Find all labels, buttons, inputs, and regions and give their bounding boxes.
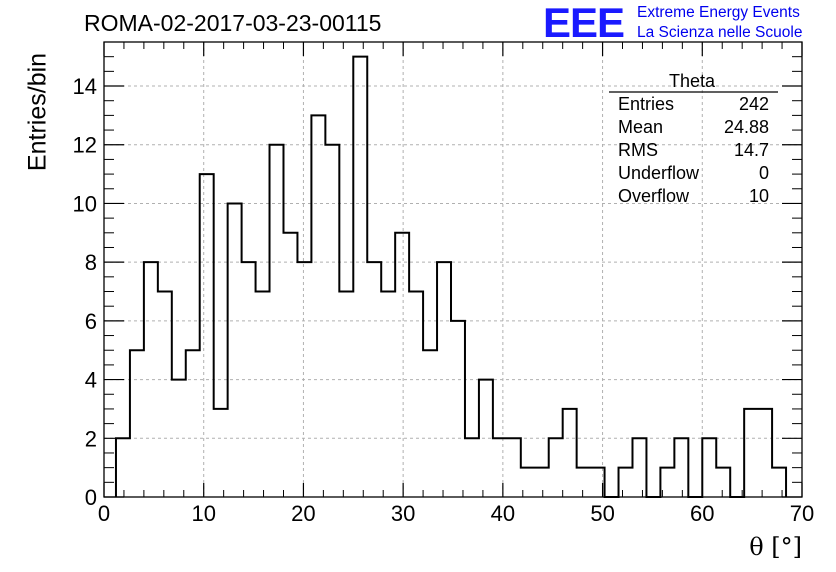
histogram-bin bbox=[395, 233, 409, 497]
histogram-bin bbox=[563, 409, 577, 497]
histogram-bin bbox=[116, 438, 130, 497]
stats-value: 10 bbox=[749, 186, 769, 206]
histogram-bin bbox=[311, 115, 325, 497]
y-tick-label: 14 bbox=[73, 74, 97, 99]
x-tick-label: 30 bbox=[391, 501, 415, 526]
y-tick-label: 0 bbox=[85, 485, 97, 510]
logo-line-1: Extreme Energy Events bbox=[637, 4, 800, 21]
x-tick-label: 60 bbox=[690, 501, 714, 526]
axis-ticks bbox=[103, 41, 803, 498]
y-tick-label: 12 bbox=[73, 133, 97, 158]
histogram-bin bbox=[214, 409, 228, 497]
histogram-bin bbox=[577, 468, 591, 497]
stats-value: 14.7 bbox=[734, 140, 769, 160]
histogram-bin bbox=[619, 468, 633, 497]
y-tick-label: 8 bbox=[85, 250, 97, 275]
histogram-bin bbox=[507, 438, 521, 497]
stats-value: 0 bbox=[759, 163, 769, 183]
x-tick-label: 40 bbox=[491, 501, 515, 526]
histogram-bin bbox=[270, 145, 284, 497]
x-tick-label: 50 bbox=[590, 501, 614, 526]
histogram-bin bbox=[758, 409, 772, 497]
histogram-outline bbox=[114, 55, 788, 498]
histogram-bin bbox=[772, 468, 786, 497]
y-tick-label: 6 bbox=[85, 309, 97, 334]
histogram-bin bbox=[423, 350, 437, 497]
stats-label: Overflow bbox=[618, 186, 690, 206]
histogram-bin bbox=[493, 438, 507, 497]
stats-value: 24.88 bbox=[724, 117, 769, 137]
stats-label: Mean bbox=[618, 117, 663, 137]
x-tick-label: 10 bbox=[191, 501, 215, 526]
plot-frame bbox=[103, 41, 803, 498]
x-tick-label: 20 bbox=[291, 501, 315, 526]
stats-label: Entries bbox=[618, 94, 674, 114]
tick-labels: 0 10 20 30 40 50 60 70 0 2 4 6 8 10 12 14 bbox=[73, 74, 815, 526]
x-tick-label: 0 bbox=[98, 501, 110, 526]
eee-logo: EEE bbox=[543, 0, 625, 46]
histogram-bin bbox=[632, 438, 646, 497]
histogram-bin bbox=[535, 468, 549, 497]
histogram-bin bbox=[353, 57, 367, 497]
grid-lines bbox=[104, 42, 802, 497]
histogram-bin bbox=[409, 292, 423, 497]
histogram-bin bbox=[256, 292, 270, 497]
y-tick-label: 4 bbox=[85, 368, 97, 393]
y-tick-label: 2 bbox=[85, 426, 97, 451]
x-tick-label: 70 bbox=[790, 501, 814, 526]
y-tick-label: 10 bbox=[73, 191, 97, 216]
histogram-bin bbox=[200, 174, 214, 497]
stats-label: Underflow bbox=[618, 163, 700, 183]
stats-label: RMS bbox=[618, 140, 658, 160]
histogram-bin bbox=[702, 438, 716, 497]
x-axis-label: θ [°] bbox=[749, 533, 802, 561]
y-axis-label: Entries/bin bbox=[23, 52, 52, 172]
histogram-bin bbox=[451, 321, 465, 497]
histogram-bin bbox=[339, 292, 353, 497]
histogram-bin bbox=[186, 350, 200, 497]
logo-line-2: La Scienza nelle Scuole bbox=[637, 24, 803, 41]
chart-title: ROMA-02-2017-03-23-00115 bbox=[84, 10, 382, 36]
histogram-bin bbox=[744, 409, 758, 497]
histogram-bin bbox=[130, 350, 144, 497]
histogram-bin bbox=[228, 203, 242, 497]
histogram-bin bbox=[283, 233, 297, 497]
stats-box: Theta Entries 242 Mean 24.88 RMS 14.7 Underflow… bbox=[609, 71, 778, 206]
stats-value: 242 bbox=[739, 94, 769, 114]
histogram-bin bbox=[465, 438, 479, 497]
histogram-bin bbox=[549, 438, 563, 497]
stats-title: Theta bbox=[669, 71, 716, 91]
histogram-bin bbox=[144, 262, 158, 497]
histogram-bin bbox=[716, 468, 730, 497]
histogram-bin bbox=[158, 292, 172, 497]
histogram-bin bbox=[381, 292, 395, 497]
histogram-bin bbox=[674, 438, 688, 497]
histogram-bins bbox=[114, 55, 788, 498]
